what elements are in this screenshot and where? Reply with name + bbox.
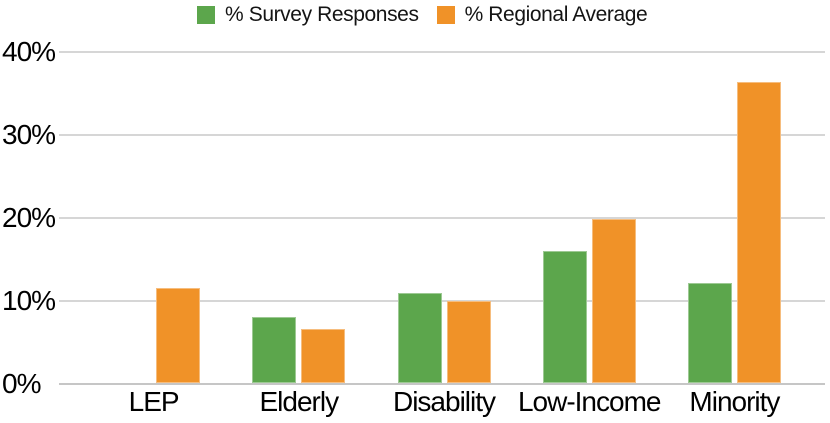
bar-regional-average-minority xyxy=(736,81,781,383)
y-tick-label-0: 0% xyxy=(2,368,41,399)
y-tick-label-10: 10% xyxy=(2,285,56,316)
bar-regional-average-low-income xyxy=(591,218,636,383)
category-group-low-income xyxy=(517,51,662,383)
x-label-low-income: Low-Income xyxy=(517,386,662,417)
category-group-minority xyxy=(662,51,807,383)
category-group-elderly xyxy=(226,51,371,383)
y-tick-label-20: 20% xyxy=(2,202,56,233)
legend-label-regional-average: % Regional Average xyxy=(464,3,648,26)
bar-regional-average-disability xyxy=(446,300,491,383)
bar-survey-responses-minority xyxy=(687,283,732,383)
plot-area xyxy=(59,51,825,383)
chart-legend: % Survey Responses % Regional Average xyxy=(197,3,648,27)
bar-regional-average-elderly xyxy=(301,329,346,383)
x-label-disability: Disability xyxy=(392,386,496,417)
gridline-30 xyxy=(59,134,825,136)
bar-regional-average-lep xyxy=(156,288,201,383)
legend-swatch-regional-average xyxy=(436,6,455,24)
x-label-elderly: Elderly xyxy=(259,386,340,417)
category-group-disability xyxy=(371,51,516,383)
x-label-lep: LEP xyxy=(128,386,180,417)
x-axis-line xyxy=(59,383,825,385)
legend-item-regional-average: % Regional Average xyxy=(436,3,648,27)
legend-swatch-survey-responses xyxy=(197,6,215,24)
bar-survey-responses-disability xyxy=(397,292,442,383)
legend-item-survey-responses: % Survey Responses xyxy=(197,3,419,27)
bar-survey-responses-elderly xyxy=(252,316,297,383)
category-group-lep xyxy=(81,51,226,383)
y-tick-label-30: 30% xyxy=(2,119,56,150)
x-label-minority: Minority xyxy=(689,386,780,417)
x-axis-category-labels: LEP Elderly Disability Low-Income Minority xyxy=(59,386,825,418)
gridline-20 xyxy=(59,217,825,219)
y-tick-label-40: 40% xyxy=(2,36,56,67)
gridline-40 xyxy=(59,51,825,53)
legend-label-survey-responses: % Survey Responses xyxy=(225,3,419,26)
bar-survey-responses-low-income xyxy=(542,251,587,383)
gridline-10 xyxy=(59,300,825,302)
